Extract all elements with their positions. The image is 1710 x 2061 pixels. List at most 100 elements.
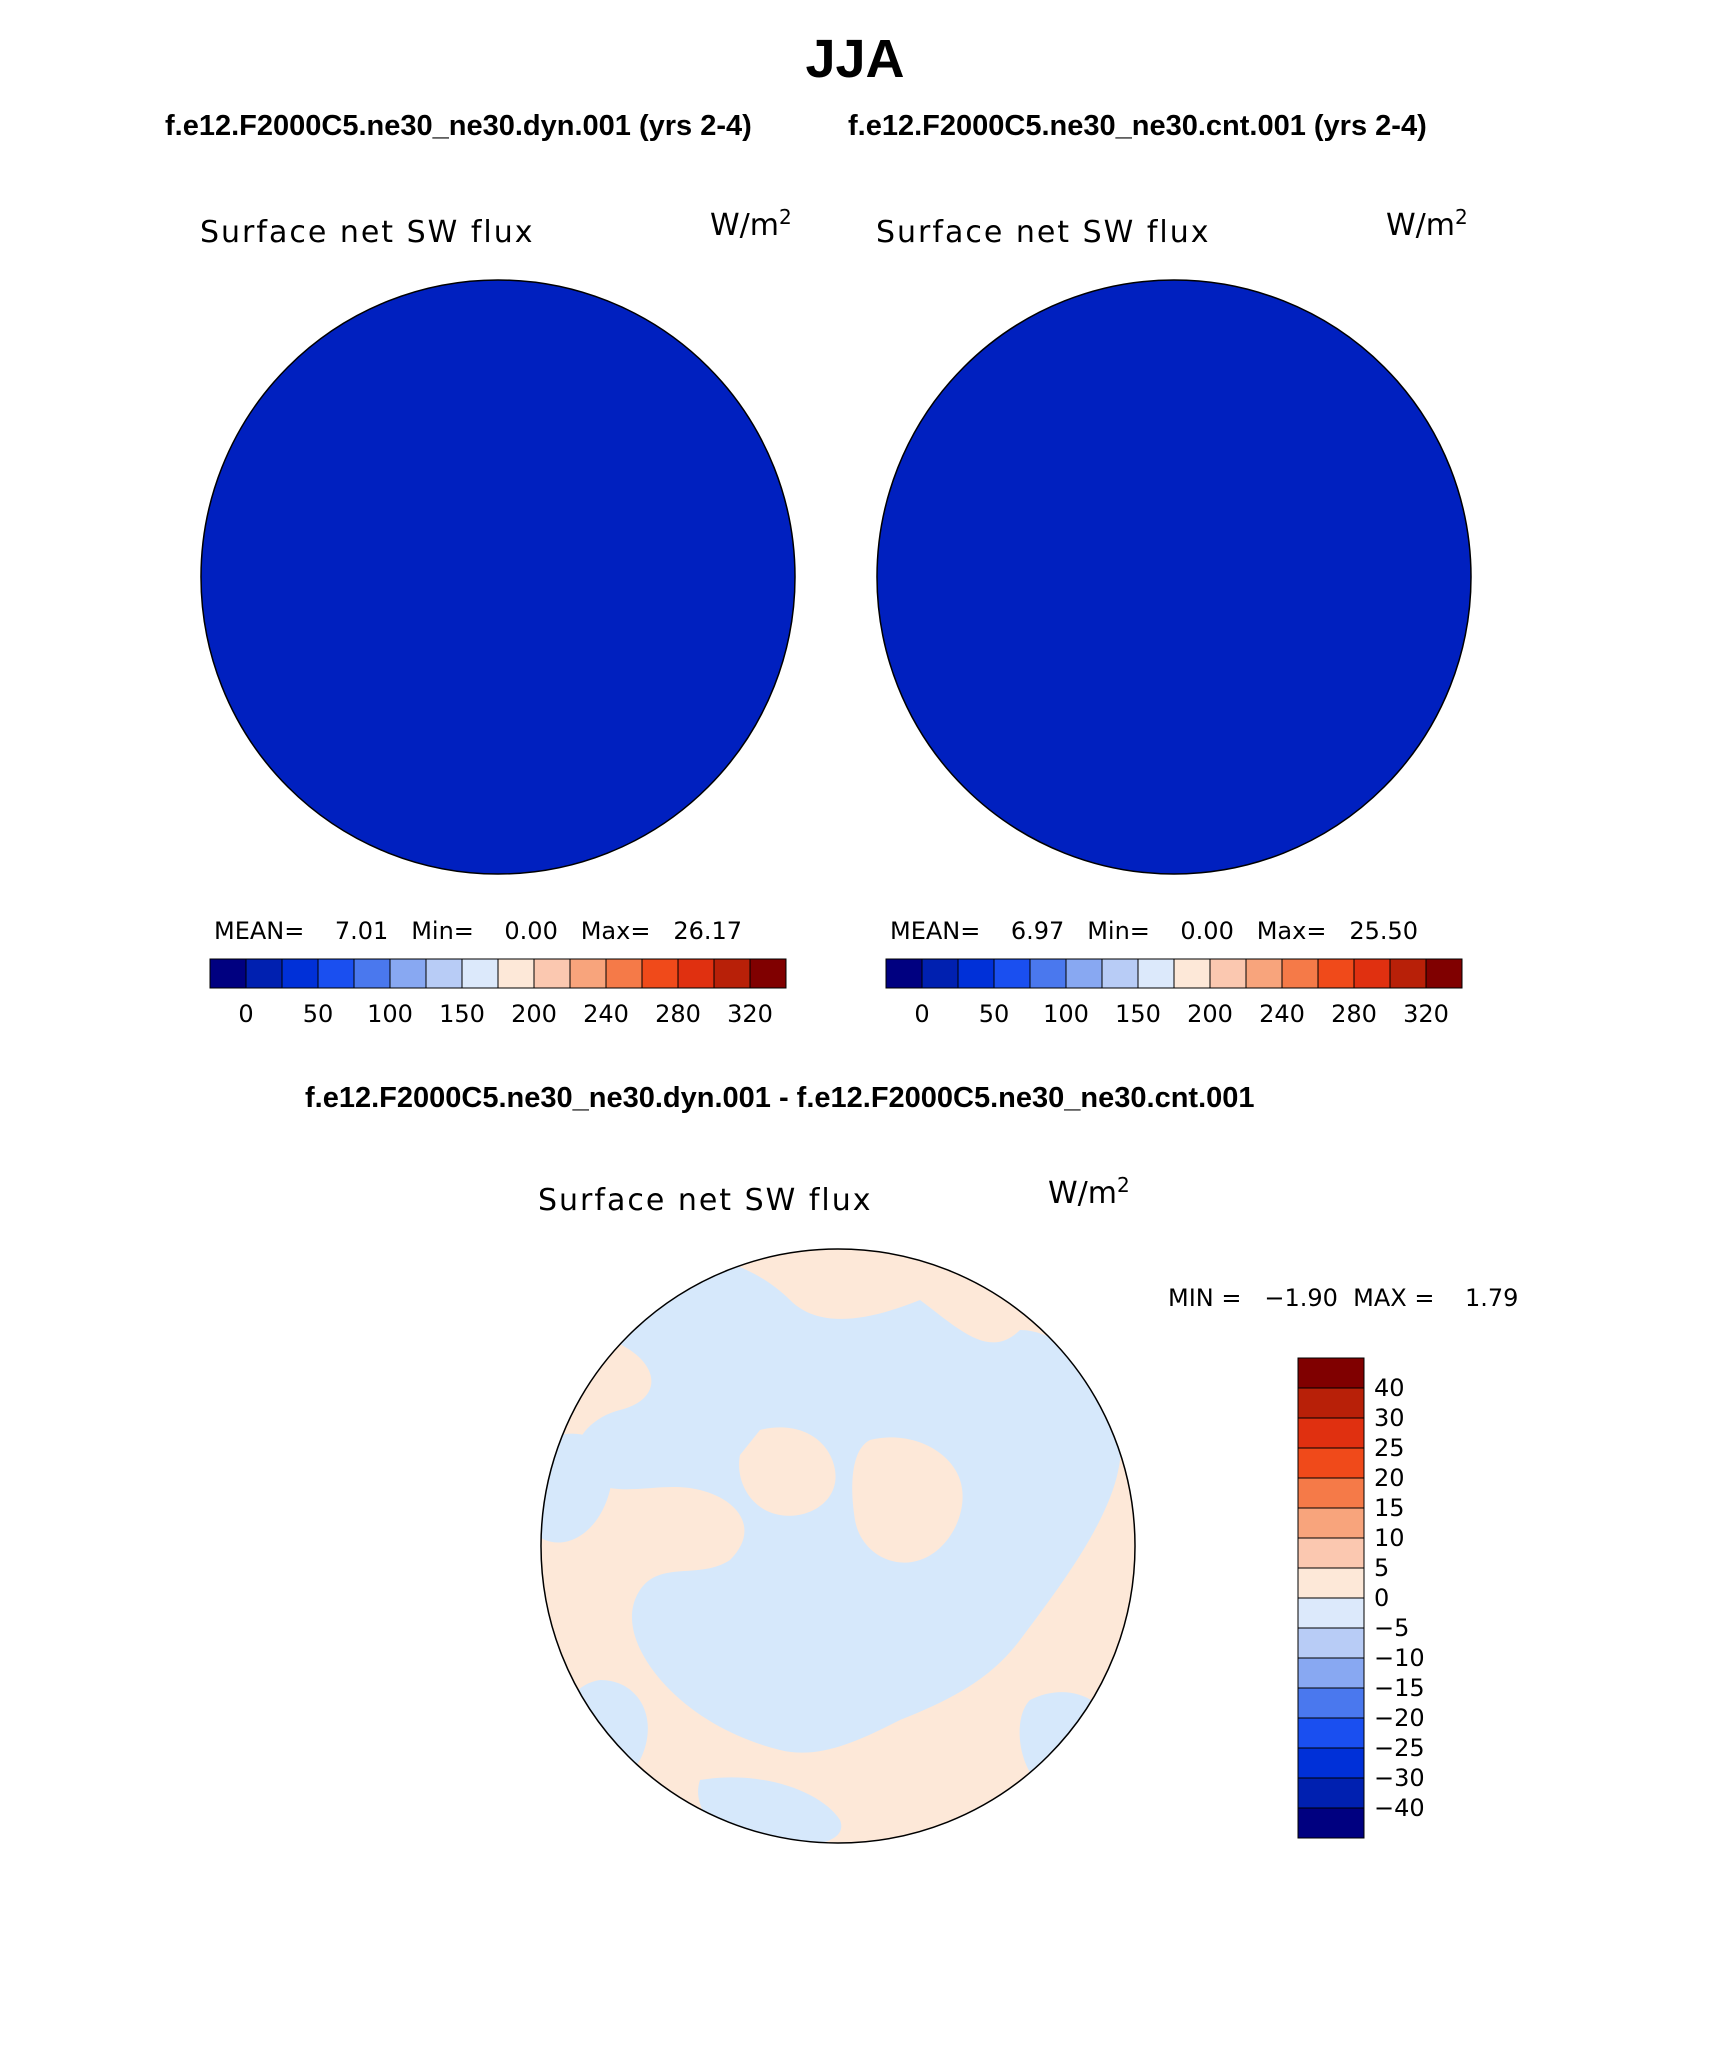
- diff-colorbar-tick-label: 25: [1374, 1434, 1405, 1462]
- diff-colorbar-box: [1297, 1477, 1365, 1509]
- left-colorbar-tick-label: 150: [439, 1000, 485, 1028]
- diff-colorbar-box: [1297, 1687, 1365, 1719]
- diff-colorbar-box: [1297, 1717, 1365, 1749]
- left-colorbar-box: [425, 958, 463, 989]
- diff-colorbar-box: [1297, 1747, 1365, 1779]
- diff-colorbar-box: [1297, 1417, 1365, 1449]
- left-colorbar-box: [533, 958, 571, 989]
- right-stats: MEAN= 6.97 Min= 0.00 Max= 25.50: [890, 917, 1419, 945]
- diff-colorbar-tick-label: −40: [1374, 1794, 1425, 1822]
- diff-units: W/m2: [1048, 1173, 1130, 1211]
- diff-colorbar-box: [1297, 1597, 1365, 1629]
- right-colorbar-tick-label: 100: [1043, 1000, 1089, 1028]
- right-colorbar-tick-label: 0: [914, 1000, 930, 1028]
- right-colorbar: [885, 958, 1463, 989]
- diff-colorbar-tick-label: −20: [1374, 1704, 1425, 1732]
- diff-colorbar-box: [1297, 1447, 1365, 1479]
- left-colorbar-box: [605, 958, 643, 989]
- diff-colorbar-box: [1297, 1807, 1365, 1839]
- right-colorbar-tick-label: 320: [1403, 1000, 1449, 1028]
- diff-colorbar-tick-label: −30: [1374, 1764, 1425, 1792]
- left-colorbar-tick-label: 280: [655, 1000, 701, 1028]
- right-colorbar-tick-label: 240: [1259, 1000, 1305, 1028]
- left-colorbar-box: [209, 958, 247, 989]
- left-colorbar-tick-label: 200: [511, 1000, 557, 1028]
- left-colorbar-box: [497, 958, 535, 989]
- right-colorbar-tick-label: 50: [978, 1000, 1010, 1028]
- left-colorbar-tick-label: 240: [583, 1000, 629, 1028]
- right-colorbar-box: [1389, 958, 1427, 989]
- page-title: JJA: [805, 29, 905, 89]
- right-colorbar-box: [1101, 958, 1139, 989]
- left-colorbar-box: [389, 958, 427, 989]
- diff-colorbar-tick-label: 5: [1374, 1554, 1390, 1582]
- diff-colorbar-tick-label: 30: [1374, 1404, 1405, 1432]
- diff-field-label: Surface net SW flux: [538, 1183, 873, 1218]
- diff-colorbar-tick-label: −5: [1374, 1614, 1410, 1642]
- right-colorbar-box: [1209, 958, 1247, 989]
- left-units: W/m2: [710, 205, 792, 243]
- diff-colorbar-tick-label: −25: [1374, 1734, 1425, 1762]
- diff-colorbar-box: [1297, 1627, 1365, 1659]
- right-field-label: Surface net SW flux: [876, 215, 1211, 250]
- left-colorbar-box: [641, 958, 679, 989]
- diff-colorbar-tick-label: 20: [1374, 1464, 1405, 1492]
- left-polar-map: [200, 279, 796, 875]
- left-field-label: Surface net SW flux: [200, 215, 535, 250]
- right-colorbar-box: [1245, 958, 1283, 989]
- diff-colorbar-box: [1297, 1777, 1365, 1809]
- right-colorbar-box: [1173, 958, 1211, 989]
- right-colorbar-box: [1029, 958, 1067, 989]
- diff-colorbar-tick-label: 0: [1374, 1584, 1390, 1612]
- diff-stats: MIN = −1.90 MAX = 1.79: [1168, 1284, 1519, 1312]
- right-colorbar-tick-label: 200: [1187, 1000, 1233, 1028]
- case-right-title: f.e12.F2000C5.ne30_ne30.cnt.001 (yrs 2-4…: [848, 110, 1427, 142]
- left-colorbar-box: [245, 958, 283, 989]
- diff-colorbar-box: [1297, 1567, 1365, 1599]
- diff-colorbar-box: [1297, 1537, 1365, 1569]
- left-map-fill: [201, 280, 795, 874]
- left-colorbar-tick-label: 0: [238, 1000, 254, 1028]
- right-colorbar-tick-label: 150: [1115, 1000, 1161, 1028]
- right-colorbar-box: [957, 958, 995, 989]
- diff-colorbar-box: [1297, 1387, 1365, 1419]
- right-colorbar-box: [1425, 958, 1463, 989]
- right-colorbar-box: [1353, 958, 1391, 989]
- right-colorbar-box: [1065, 958, 1103, 989]
- diff-colorbar-tick-label: 15: [1374, 1494, 1405, 1522]
- left-colorbar: [209, 958, 787, 989]
- diff-colorbar-tick-label: −15: [1374, 1674, 1425, 1702]
- left-colorbar-tick-label: 50: [302, 1000, 334, 1028]
- right-map-fill: [877, 280, 1471, 874]
- left-colorbar-box: [461, 958, 499, 989]
- left-colorbar-box: [749, 958, 787, 989]
- left-stats: MEAN= 7.01 Min= 0.00 Max= 26.17: [214, 917, 743, 945]
- right-colorbar-tick-label: 280: [1331, 1000, 1377, 1028]
- right-colorbar-box: [1317, 958, 1355, 989]
- right-colorbar-box: [993, 958, 1031, 989]
- right-units: W/m2: [1386, 205, 1468, 243]
- left-colorbar-tick-label: 100: [367, 1000, 413, 1028]
- left-colorbar-box: [281, 958, 319, 989]
- diff-colorbar-tick-label: 10: [1374, 1524, 1405, 1552]
- diff-polar-map: [540, 1248, 1136, 1844]
- diff-case-title: f.e12.F2000C5.ne30_ne30.dyn.001 - f.e12.…: [305, 1082, 1255, 1114]
- diff-colorbar-box: [1297, 1357, 1365, 1389]
- right-colorbar-box: [1281, 958, 1319, 989]
- diff-colorbar-box: [1297, 1657, 1365, 1689]
- diff-colorbar-box: [1297, 1507, 1365, 1539]
- right-colorbar-box: [1137, 958, 1175, 989]
- diff-colorbar-tick-label: 40: [1374, 1374, 1405, 1402]
- left-colorbar-box: [353, 958, 391, 989]
- left-colorbar-box: [569, 958, 607, 989]
- left-colorbar-box: [677, 958, 715, 989]
- case-left-title: f.e12.F2000C5.ne30_ne30.dyn.001 (yrs 2-4…: [165, 110, 752, 142]
- right-colorbar-box: [921, 958, 959, 989]
- left-colorbar-tick-label: 320: [727, 1000, 773, 1028]
- right-colorbar-box: [885, 958, 923, 989]
- left-colorbar-box: [713, 958, 751, 989]
- right-polar-map: [876, 279, 1472, 875]
- left-colorbar-box: [317, 958, 355, 989]
- diff-colorbar-tick-label: −10: [1374, 1644, 1425, 1672]
